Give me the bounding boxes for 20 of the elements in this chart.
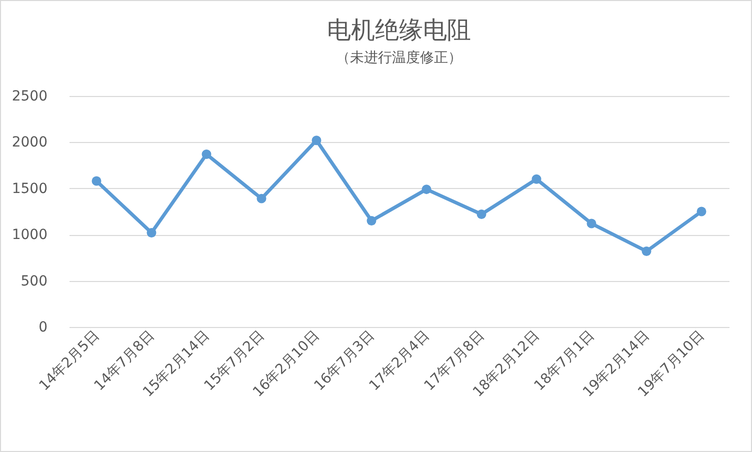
chart-title: 电机绝缘电阻: [327, 16, 471, 44]
y-tick-label: 2000: [12, 134, 48, 151]
point: [92, 176, 102, 186]
y-tick-label: 1500: [12, 180, 48, 197]
point: [202, 149, 212, 159]
y-tick-label: 0: [38, 320, 48, 336]
chart-subtitle: （未进行温度修正）: [336, 50, 462, 66]
point: [146, 228, 156, 238]
point: [476, 210, 486, 220]
point: [642, 246, 652, 256]
point: [696, 206, 706, 216]
y-tick-label: 1000: [12, 227, 48, 244]
point: [422, 184, 432, 194]
point: [312, 136, 322, 146]
point: [366, 216, 376, 226]
y-tick-label: 2500: [12, 88, 48, 104]
point: [586, 218, 596, 228]
point: [256, 194, 266, 204]
y-tick-label: 500: [20, 273, 48, 290]
point: [532, 174, 542, 184]
